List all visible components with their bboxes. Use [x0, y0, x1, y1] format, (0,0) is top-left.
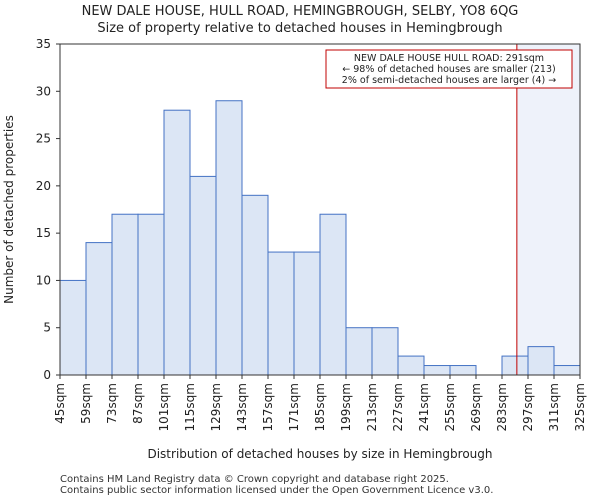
histogram-bar: [215, 100, 243, 376]
x-tick-label: 45sqm: [53, 383, 67, 424]
histogram-chart: 0 5 10 15 20 25 30 35 45sqm 59sqm 73sqm 87sqm 101sq…: [2, 37, 587, 461]
x-tick-label: 185sqm: [313, 383, 327, 431]
x-tick-label: 157sqm: [261, 383, 275, 431]
x-tick-label: 59sqm: [79, 383, 93, 424]
x-tick-label: 129sqm: [209, 383, 223, 431]
y-tick-label: 20: [36, 179, 51, 193]
x-tick-label: 101sqm: [157, 383, 171, 431]
histogram-bar: [501, 355, 529, 376]
footer-licence: Contains public sector information licen…: [60, 485, 494, 496]
y-axis: 0 5 10 15 20 25 30 35: [36, 37, 60, 382]
annotation-line-2: ← 98% of detached houses are smaller (21…: [342, 64, 555, 75]
x-tick-label: 269sqm: [469, 383, 483, 431]
histogram-bar: [553, 365, 581, 376]
y-axis-label: Number of detached properties: [2, 115, 16, 304]
y-tick-label: 30: [36, 84, 51, 98]
histogram-bar: [241, 194, 269, 376]
x-tick-label: 255sqm: [443, 383, 457, 431]
y-tick-label: 5: [43, 321, 51, 335]
histogram-bar: [423, 365, 451, 376]
y-tick-label: 10: [36, 273, 51, 287]
histogram-bar: [111, 213, 139, 376]
histogram-bar: [59, 279, 87, 376]
x-tick-label: 87sqm: [131, 383, 145, 424]
x-tick-label: 143sqm: [235, 383, 249, 431]
y-tick-label: 0: [43, 368, 51, 382]
histogram-bar: [449, 365, 477, 376]
x-tick-label: 115sqm: [183, 383, 197, 431]
plot-frame: [59, 43, 581, 376]
x-tick-label: 199sqm: [339, 383, 353, 431]
annotation-line-1: NEW DALE HOUSE HULL ROAD: 291sqm: [354, 53, 544, 64]
x-axis: 45sqm 59sqm 73sqm 87sqm 101sqm 115sqm 129sqm 14…: [53, 375, 587, 431]
histogram-bar: [371, 327, 399, 376]
x-tick-label: 241sqm: [417, 383, 431, 431]
annotation-line-3: 2% of semi-detached houses are larger (4…: [342, 75, 556, 86]
histogram-bar: [345, 327, 373, 376]
y-tick-label: 15: [36, 226, 51, 240]
x-tick-label: 227sqm: [391, 383, 405, 431]
x-tick-label: 325sqm: [573, 383, 587, 431]
histogram-bar: [85, 242, 113, 376]
annotation-box: NEW DALE HOUSE HULL ROAD: 291sqm ← 98% o…: [325, 49, 573, 89]
x-tick-label: 171sqm: [287, 383, 301, 431]
histogram-bar: [293, 251, 321, 376]
histogram-bar: [267, 251, 295, 376]
x-tick-label: 73sqm: [105, 383, 119, 424]
histogram-bar: [397, 355, 425, 376]
x-tick-label: 297sqm: [521, 383, 535, 431]
x-tick-label: 311sqm: [547, 383, 561, 431]
x-axis-label: Distribution of detached houses by size …: [147, 447, 492, 461]
y-tick-label: 35: [36, 37, 51, 51]
histogram-bar: [137, 213, 165, 376]
larger-region-shade: [516, 44, 580, 375]
chart-title: NEW DALE HOUSE, HULL ROAD, HEMINGBROUGH,…: [81, 4, 519, 19]
histogram-bar: [319, 213, 347, 376]
x-tick-label: 213sqm: [365, 383, 379, 431]
x-tick-label: 283sqm: [495, 383, 509, 431]
histogram-bar: [527, 346, 555, 376]
histogram-bar: [163, 109, 191, 376]
y-tick-label: 25: [36, 132, 51, 146]
footer-copyright: Contains HM Land Registry data © Crown c…: [60, 474, 449, 485]
chart-subtitle: Size of property relative to detached ho…: [97, 21, 503, 36]
histogram-bar: [189, 175, 217, 376]
